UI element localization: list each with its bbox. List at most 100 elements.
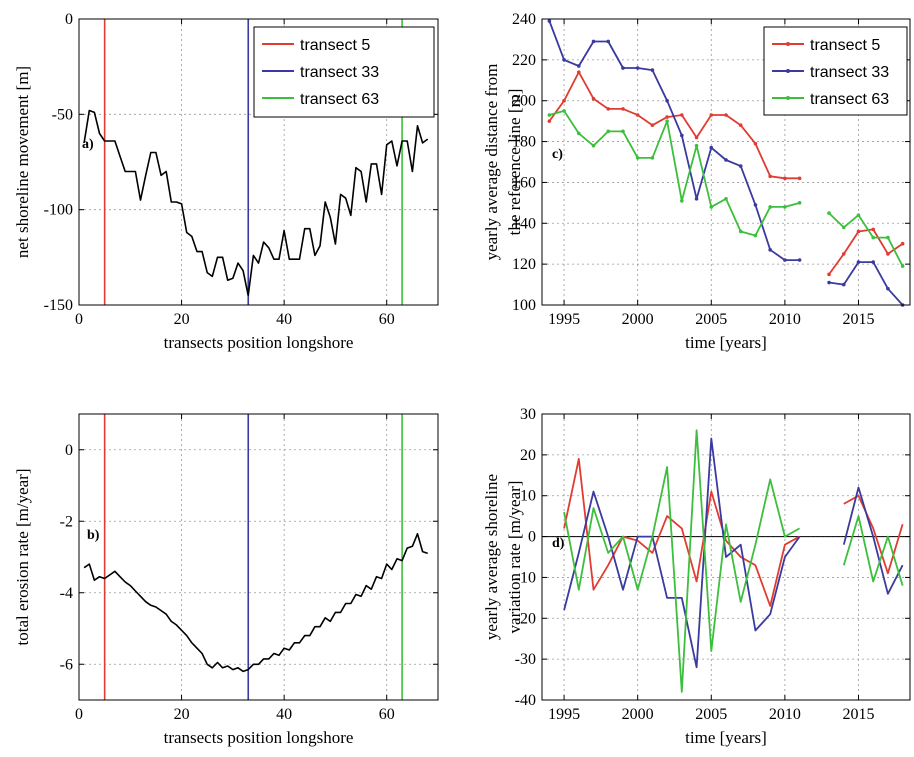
y-axis-label: variation rate [m/year] <box>505 481 524 634</box>
data-point <box>797 176 802 181</box>
legend-marker <box>786 69 790 73</box>
series-line <box>828 228 904 275</box>
series-line <box>843 494 904 575</box>
data-point <box>709 113 714 117</box>
data-point <box>562 98 566 103</box>
axes-frame <box>78 413 439 701</box>
legend-label: transect 33 <box>810 64 889 81</box>
y-tick-label: -4 <box>60 585 73 602</box>
axes-frame <box>541 413 911 701</box>
x-tick-label: 2005 <box>695 311 727 328</box>
data-point <box>694 143 699 148</box>
data-point <box>783 258 787 262</box>
data-point <box>738 164 743 168</box>
x-axis-label: transects position longshore <box>164 728 354 747</box>
y-tick-label: -150 <box>44 297 73 314</box>
data-point <box>753 233 758 238</box>
data-point <box>665 115 669 119</box>
series-line <box>842 486 904 595</box>
series-line <box>563 437 801 669</box>
data-point <box>886 252 890 256</box>
data-point <box>635 66 640 70</box>
panel-label: a) <box>82 137 94 152</box>
x-axis-label: time [years] <box>685 728 767 747</box>
data-point <box>768 174 772 179</box>
series-line <box>828 212 904 267</box>
data-point <box>562 109 566 113</box>
data-point <box>827 272 831 277</box>
data-point <box>635 113 640 117</box>
x-tick-label: 40 <box>276 706 292 723</box>
data-point <box>547 113 552 117</box>
y-tick-label: -20 <box>515 610 536 627</box>
data-point <box>783 205 787 209</box>
y-tick-label: 0 <box>528 529 536 546</box>
x-axis-label: time [years] <box>685 333 767 352</box>
data-point <box>738 229 743 234</box>
panel-label: b) <box>87 528 100 543</box>
panel-a: 0 20 40 60 -150 -100 -50 0 transects position lo… <box>13 11 439 352</box>
x-axis-label: transects position longshore <box>164 333 354 352</box>
x-tick-label: 2005 <box>695 706 727 723</box>
x-tick-label: 60 <box>379 706 395 723</box>
legend-marker <box>786 42 790 46</box>
legend-label: transect 63 <box>810 91 889 108</box>
series-line <box>83 109 429 297</box>
data-point <box>606 107 611 111</box>
series-line <box>563 458 801 607</box>
data-point <box>621 129 625 134</box>
data-point <box>562 58 566 62</box>
data-point <box>856 229 861 234</box>
x-tick-label: 0 <box>75 706 83 723</box>
data-point <box>635 156 640 160</box>
y-axis-label: yearly average distance from <box>482 64 501 261</box>
data-point <box>768 205 772 209</box>
legend-label: transect 5 <box>300 37 370 54</box>
y-tick-label: 200 <box>512 93 536 110</box>
data-point <box>886 286 890 291</box>
y-tick-label: -100 <box>44 202 73 219</box>
x-tick-label: 40 <box>276 311 292 328</box>
data-point <box>724 158 728 162</box>
y-tick-label: 0 <box>65 11 73 28</box>
data-point <box>871 260 875 264</box>
x-tick-label: 2000 <box>622 311 654 328</box>
x-tick-label: 2010 <box>769 706 801 723</box>
y-tick-label: 120 <box>512 256 536 273</box>
y-tick-label: -50 <box>52 106 73 123</box>
y-axis-label: yearly average shoreline <box>482 474 501 640</box>
y-tick-label: 220 <box>512 52 536 69</box>
panel-d: 1995 2000 2005 2010 2015 -40 -30 -20 -10 0 10 20 30 t… <box>482 406 911 747</box>
series-line <box>828 261 904 306</box>
data-point <box>709 145 714 150</box>
x-tick-label: 1995 <box>548 311 580 328</box>
data-point <box>694 135 699 140</box>
data-point <box>797 258 802 262</box>
y-tick-label: -6 <box>60 656 73 673</box>
y-tick-label: 180 <box>512 134 536 151</box>
data-point <box>547 119 552 123</box>
data-point <box>827 280 831 285</box>
y-tick-label: 160 <box>512 174 536 191</box>
y-tick-label: -10 <box>515 569 536 586</box>
data-point <box>856 213 861 217</box>
data-point <box>783 176 787 181</box>
data-point <box>577 131 581 136</box>
data-point <box>797 201 802 205</box>
data-point <box>753 141 758 146</box>
y-tick-label: 100 <box>512 297 536 314</box>
data-point <box>577 64 581 68</box>
x-tick-label: 60 <box>379 311 395 328</box>
data-point <box>606 39 611 44</box>
legend-label: transect 33 <box>300 64 379 81</box>
data-point <box>709 205 714 209</box>
x-tick-label: 1995 <box>548 706 580 723</box>
data-point <box>680 113 684 117</box>
x-tick-label: 20 <box>174 706 190 723</box>
x-tick-label: 20 <box>174 311 190 328</box>
data-point <box>856 260 861 264</box>
series-line <box>563 429 801 693</box>
data-point <box>827 211 831 215</box>
data-point <box>680 199 684 203</box>
data-point <box>591 143 596 148</box>
